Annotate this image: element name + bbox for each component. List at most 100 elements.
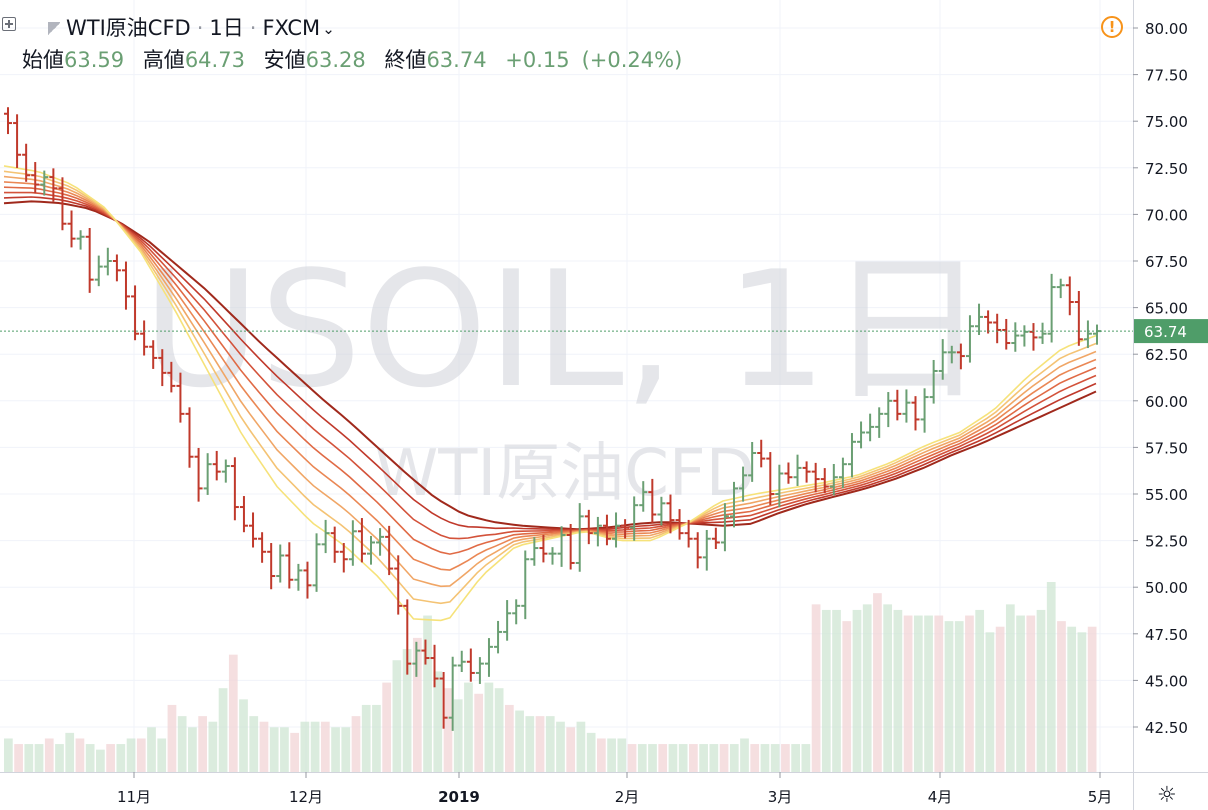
volume-bar [402, 649, 412, 772]
price-tick-label: 65.00 [1145, 300, 1188, 318]
volume-bar [494, 688, 504, 772]
time-tick-label: 11月 [117, 788, 151, 806]
volume-bar [893, 609, 903, 772]
ohlc-bar [693, 532, 702, 569]
ohlc-bar [258, 532, 267, 563]
close-label: 終値 [384, 48, 427, 72]
ohlc-bar [85, 228, 94, 293]
ohlc-bar [339, 543, 348, 573]
ohlc-bar [902, 389, 911, 423]
ohlc-bar [820, 468, 829, 494]
ohlc-bar [521, 550, 530, 620]
ohlc-bar [94, 255, 103, 287]
ohlc-bar [739, 466, 748, 502]
ohlc-bar [1011, 322, 1020, 352]
ohlc-bar [13, 114, 22, 168]
ohlc-bar [112, 254, 121, 282]
ohlc-bar [612, 512, 621, 548]
alert-icon[interactable]: ! [1101, 16, 1123, 38]
ribbon-line [3, 175, 1097, 588]
ohlc-bar [67, 210, 76, 248]
volume-bar [1067, 626, 1077, 772]
ohlc-bar [76, 230, 85, 250]
ohlc-bar [639, 481, 648, 512]
chevron-down-icon[interactable]: ⌄ [322, 20, 335, 38]
price-tick-label: 67.50 [1145, 253, 1188, 271]
volume-bar [770, 744, 780, 772]
volume-bar [320, 721, 330, 772]
volume-bar [351, 716, 361, 772]
volume-bar [607, 738, 616, 772]
ohlc-bar [121, 261, 130, 310]
ohlc-bar [666, 494, 675, 534]
ohlc-bar [866, 413, 875, 442]
ohlc-bar [993, 313, 1002, 344]
ohlc-bar [185, 407, 194, 468]
volume-bar [96, 749, 105, 772]
volume-bar [290, 732, 300, 772]
volume-bar [341, 727, 351, 772]
watermark-sub: WTI原油CFD [375, 437, 755, 511]
volume-bar [453, 699, 463, 772]
ohlc-bar [1065, 276, 1074, 316]
volume-bar [729, 744, 739, 772]
volume-bar [361, 704, 371, 772]
high-label: 高値 [142, 48, 185, 72]
volume-bar [392, 660, 402, 772]
volume-bar [627, 744, 637, 772]
volume-bar [300, 721, 310, 772]
ohlc-bar [720, 503, 729, 552]
ohlc-bar [58, 177, 67, 231]
ma-ribbon [3, 165, 1097, 622]
volume-bar [1077, 632, 1087, 772]
ohlc-bar [584, 509, 593, 545]
volume-bar [310, 721, 320, 772]
volume-bar [862, 604, 872, 772]
close-value: 63.74 [426, 48, 487, 72]
price-tick-label: 75.00 [1145, 113, 1188, 131]
volume-bar [791, 744, 800, 772]
time-axis[interactable]: 11月 12月 2019 2月 3月 4月 5月 [117, 772, 1112, 806]
gear-icon[interactable]: ☼ [1157, 783, 1177, 808]
volume-bar [484, 682, 494, 772]
volume-bar [1036, 609, 1046, 772]
flag-icon[interactable] [48, 22, 60, 36]
ohlc-bar [212, 450, 221, 481]
ohlc-bar [31, 162, 40, 194]
ohlc-bar [956, 343, 965, 370]
ohlc-bar [285, 542, 294, 589]
ohlc-bar [494, 620, 503, 654]
volume-bar [617, 738, 627, 772]
volume-bar [1046, 582, 1056, 772]
ohlc-bar [49, 168, 58, 202]
volume-bar [760, 744, 770, 772]
volume-bar [198, 716, 207, 772]
ohlc-bar [793, 454, 802, 486]
ohlc-bar [158, 349, 167, 387]
price-axis[interactable]: 80.00 77.50 75.00 72.50 70.00 67.50 65.00 62.50… [1133, 20, 1188, 737]
ohlc-bar [394, 555, 403, 615]
volume-bar [883, 604, 893, 772]
ohlc-bar [475, 657, 484, 684]
ohlc-bar [348, 520, 357, 566]
symbol-legend[interactable]: WTI原油CFD · 1日 · FXCM ⌄ [22, 12, 335, 42]
volume-bar [668, 744, 678, 772]
ohlc-bar [131, 285, 140, 341]
volume-bar [55, 744, 64, 772]
ohlc-bar [657, 496, 666, 526]
plus-box-icon[interactable] [2, 17, 16, 31]
volume-bar [372, 704, 381, 772]
volume-bar [566, 727, 576, 772]
ohlc-bar [539, 534, 548, 563]
ribbon-line [3, 200, 1097, 531]
volume-bar [709, 744, 719, 772]
volume-bar [331, 727, 340, 772]
ohlc-bars [4, 107, 1101, 731]
ohlc-bar [40, 170, 49, 196]
low-value: 63.28 [305, 48, 366, 72]
ohlc-bar [893, 389, 902, 421]
ohlc-bar [466, 648, 475, 682]
volume-bar [167, 704, 177, 772]
symbol-watermark: USOIL, 1日 WTI原油CFD [143, 236, 987, 511]
